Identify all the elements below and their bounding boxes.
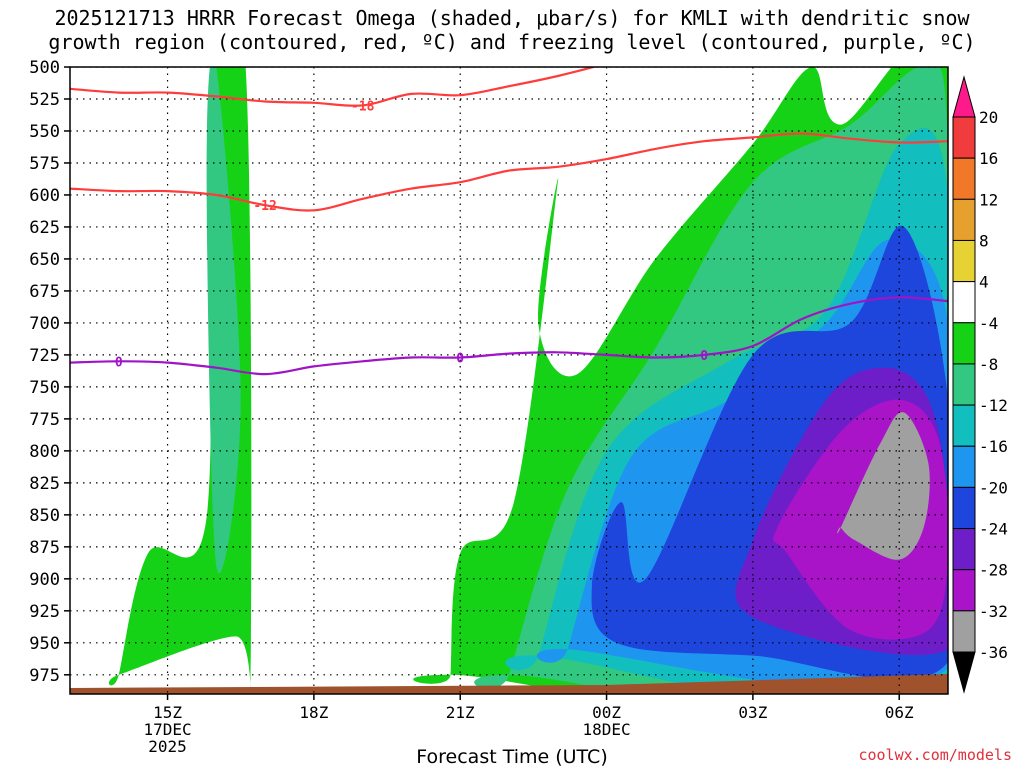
contour-line-0 — [70, 296, 948, 376]
y-tick-label: 675 — [29, 282, 60, 302]
y-tick-label: 925 — [29, 602, 60, 622]
colorbar-swatch — [952, 239, 976, 283]
x-tick-label: 03Z — [738, 703, 767, 722]
colorbar-label: -16 — [979, 437, 1008, 456]
colorbar-label: -32 — [979, 602, 1008, 621]
colorbar-label: 12 — [979, 190, 998, 209]
y-tick-label: 650 — [29, 250, 60, 270]
plot-frame — [69, 66, 949, 695]
colorbar-swatch — [952, 116, 976, 159]
colorbar-label: 4 — [979, 273, 989, 292]
contour-label-neg12: -12 — [253, 199, 276, 214]
y-tick-label: 900 — [29, 570, 60, 590]
colorbar-swatch — [952, 445, 976, 488]
y-tick-label: 500 — [29, 58, 60, 78]
x-tick-label: 21Z — [446, 703, 475, 722]
colorbar-label: -4 — [979, 314, 998, 333]
y-tick-label: 875 — [29, 538, 60, 558]
y-tick-label: 750 — [29, 378, 60, 398]
colorbar-label: -36 — [979, 643, 1008, 662]
colorbar-label: -24 — [979, 520, 1008, 539]
y-tick-label: 975 — [29, 666, 60, 686]
x-axis-label: Forecast Time (UTC) — [416, 746, 608, 768]
colorbar-swatch — [952, 404, 976, 447]
colorbar-swatch — [952, 363, 976, 406]
omega-region-neg32 — [837, 412, 930, 560]
y-tick-label: 850 — [29, 506, 60, 526]
contour-label-0: 0 — [456, 351, 464, 366]
colorbar-top-arrow — [952, 75, 976, 118]
plot-area: -18 -12 0 0 0 — [70, 67, 948, 694]
contour-label-0: 0 — [700, 349, 708, 364]
colorbar-swatch — [952, 281, 976, 324]
y-tick-label: 700 — [29, 314, 60, 334]
y-tick-label: 825 — [29, 474, 60, 494]
y-tick-label: 950 — [29, 634, 60, 654]
colorbar-label: -28 — [979, 561, 1008, 580]
x-tick-label: 18Z — [299, 703, 328, 722]
colorbar-swatch — [952, 528, 976, 571]
x-tick-date: 18DEC — [582, 720, 630, 739]
chart-title: 2025121713 HRRR Forecast Omega (shaded, … — [0, 6, 1024, 54]
x-tick-year: 2025 — [148, 737, 187, 756]
y-tick-label: 575 — [29, 154, 60, 174]
colorbar-label: -20 — [979, 478, 1008, 497]
colorbar-swatch — [952, 157, 976, 200]
title-line-2: growth region (contoured, red, ºC) and f… — [48, 30, 976, 54]
colorbar-swatch — [952, 198, 976, 241]
colorbar-label: -12 — [979, 396, 1008, 415]
footer-link[interactable]: coolwx.com/models — [858, 746, 1012, 764]
y-tick-label: 550 — [29, 122, 60, 142]
x-tick-date: 17DEC — [143, 720, 191, 739]
colorbar-swatch — [952, 322, 976, 365]
colorbar-label: 8 — [979, 231, 989, 250]
contour-line-neg18 — [70, 67, 598, 107]
x-tick-label: 00Z — [592, 703, 621, 722]
y-tick-label: 625 — [29, 218, 60, 238]
y-tick-label: 800 — [29, 442, 60, 462]
title-line-1: 2025121713 HRRR Forecast Omega (shaded, … — [54, 6, 970, 30]
x-tick-label: 06Z — [885, 703, 914, 722]
y-tick-label: 600 — [29, 186, 60, 206]
terrain-surface — [70, 674, 948, 694]
colorbar-label: -8 — [979, 355, 998, 374]
y-tick-label: 725 — [29, 346, 60, 366]
contour-label-neg18: -18 — [351, 99, 375, 114]
colorbar-swatch — [952, 569, 976, 612]
contour-line-neg12 — [70, 132, 948, 212]
colorbar-swatch — [952, 486, 976, 530]
y-tick-label: 775 — [29, 410, 60, 430]
colorbar-bottom-arrow — [952, 651, 976, 694]
colorbar-label: 16 — [979, 149, 998, 168]
omega-region-neg8 — [206, 67, 241, 574]
contour-label-0: 0 — [115, 355, 123, 370]
x-tick-label: 15Z — [153, 703, 182, 722]
colorbar-label: 20 — [979, 108, 998, 127]
colorbar-swatch — [952, 610, 976, 653]
y-tick-label: 525 — [29, 90, 60, 110]
